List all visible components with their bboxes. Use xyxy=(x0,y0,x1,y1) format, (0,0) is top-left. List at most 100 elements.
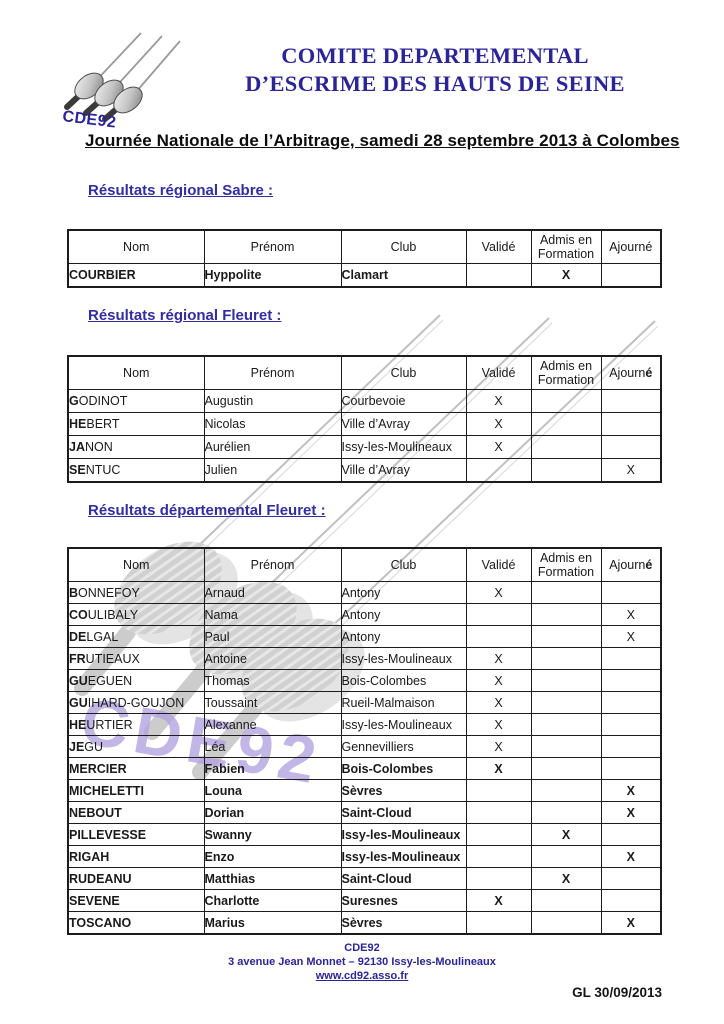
cell-club: Antony xyxy=(340,603,467,626)
cell-valide xyxy=(465,911,532,935)
table-row: MICHELETTI Louna Sèvres X xyxy=(67,779,662,802)
table-header-row: Nom Prénom Club Validé Admis en Formation Ajo… xyxy=(67,355,662,390)
column-header-nom: Nom xyxy=(67,229,205,264)
cell-prenom: Matthias xyxy=(203,867,342,890)
cell-admis xyxy=(530,691,602,714)
column-header-admis: Admis en Formation xyxy=(530,355,602,390)
cell-admis xyxy=(530,889,602,912)
cell-prenom: Augustin xyxy=(203,389,342,413)
cell-ajourne: X xyxy=(600,779,662,802)
cell-ajourne xyxy=(600,412,662,436)
cell-nom: JANON xyxy=(67,435,205,459)
cell-nom: GODINOT xyxy=(67,389,205,413)
cell-admis: X xyxy=(530,263,602,288)
table-header-row: Nom Prénom Club Validé Admis en Formation Ajo… xyxy=(67,229,662,264)
column-header-admis: Admis en Formation xyxy=(530,547,602,582)
cell-admis xyxy=(530,435,602,459)
cell-valide: X xyxy=(465,669,532,692)
cell-valide: X xyxy=(465,713,532,736)
cell-nom: PILLEVESSE xyxy=(67,823,205,846)
table-row: NEBOUT Dorian Saint-Cloud X xyxy=(67,801,662,824)
column-header-admis: Admis en Formation xyxy=(530,229,602,264)
cell-club: Issy-les-Moulineaux xyxy=(340,845,467,868)
cell-club: Gennevilliers xyxy=(340,735,467,758)
cell-prenom: Charlotte xyxy=(203,889,342,912)
cell-ajourne xyxy=(600,263,662,288)
page-title-line1: COMITE DEPARTEMENTAL xyxy=(281,43,589,68)
cell-nom: JEGU xyxy=(67,735,205,758)
cell-admis xyxy=(530,713,602,736)
column-header-prenom: Prénom xyxy=(203,547,342,582)
cell-valide xyxy=(465,867,532,890)
cell-admis xyxy=(530,603,602,626)
cell-club: Issy-les-Moulineaux xyxy=(340,713,467,736)
footer-website-link[interactable]: www.cd92.asso.fr xyxy=(315,970,409,982)
cell-valide xyxy=(465,801,532,824)
table-row: PILLEVESSE Swanny Issy-les-Moulineaux X xyxy=(67,823,662,846)
cell-nom: GUEGUEN xyxy=(67,669,205,692)
cell-nom: BONNEFOY xyxy=(67,581,205,604)
cell-nom: RIGAH xyxy=(67,845,205,868)
cell-ajourne: X xyxy=(600,845,662,868)
cell-prenom: Dorian xyxy=(203,801,342,824)
page-footer: CDE92 3 avenue Jean Monnet – 92130 Issy-… xyxy=(0,941,724,983)
cell-valide xyxy=(465,845,532,868)
cell-prenom: Julien xyxy=(203,458,342,483)
event-title: Journée Nationale de l’Arbitrage, samedi… xyxy=(85,131,680,150)
cell-club: Sèvres xyxy=(340,779,467,802)
cell-nom: DELGAL xyxy=(67,625,205,648)
table-row: GUIHARD-GOUJON Toussaint Rueil-Malmaison X xyxy=(67,691,662,714)
cell-prenom: Enzo xyxy=(203,845,342,868)
column-header-club: Club xyxy=(340,229,467,264)
cell-prenom: Swanny xyxy=(203,823,342,846)
table-row: JEGU Léa Gennevilliers X xyxy=(67,735,662,758)
cell-nom: COURBIER xyxy=(67,263,205,288)
cell-ajourne xyxy=(600,435,662,459)
table-header-row: Nom Prénom Club Validé Admis en Formation Ajo… xyxy=(67,547,662,582)
results-table-regional-fleuret: Nom Prénom Club Validé Admis en Formation Ajo… xyxy=(67,355,662,483)
logo-text: CDE92 xyxy=(62,108,118,128)
cell-valide: X xyxy=(465,889,532,912)
cell-valide: X xyxy=(465,389,532,413)
results-table-regional-sabre: Nom Prénom Club Validé Admis en Formation Ajo… xyxy=(67,229,662,288)
cell-ajourne: X xyxy=(600,911,662,935)
cell-club: Ville d’Avray xyxy=(340,412,467,436)
cell-admis xyxy=(530,458,602,483)
column-header-valide: Validé xyxy=(465,547,532,582)
cell-admis xyxy=(530,389,602,413)
cell-valide: X xyxy=(465,757,532,780)
cell-ajourne xyxy=(600,647,662,670)
section-heading-regional-fleuret: Résultats régional Fleuret : xyxy=(88,307,282,324)
cell-admis xyxy=(530,581,602,604)
cell-nom: GUIHARD-GOUJON xyxy=(67,691,205,714)
cell-club: Issy-les-Moulineaux xyxy=(340,435,467,459)
cell-ajourne xyxy=(600,889,662,912)
cell-valide xyxy=(465,603,532,626)
cell-club: Ville d’Avray xyxy=(340,458,467,483)
footer-org: CDE92 xyxy=(344,942,380,954)
page-title-line2: D’ESCRIME DES HAUTS DE SEINE xyxy=(245,71,625,96)
cell-club: Saint-Cloud xyxy=(340,801,467,824)
cell-prenom: Paul xyxy=(203,625,342,648)
cell-prenom: Louna xyxy=(203,779,342,802)
column-header-prenom: Prénom xyxy=(203,229,342,264)
cell-nom: HEBERT xyxy=(67,412,205,436)
page-title: COMITE DEPARTEMENTAL D’ESCRIME DES HAUTS… xyxy=(190,42,680,98)
cell-nom: TOSCANO xyxy=(67,911,205,935)
cell-prenom: Marius xyxy=(203,911,342,935)
cell-ajourne: X xyxy=(600,603,662,626)
table-row: HEURTIER Alexanne Issy-les-Moulineaux X xyxy=(67,713,662,736)
cell-ajourne xyxy=(600,735,662,758)
table-row: BONNEFOY Arnaud Antony X xyxy=(67,581,662,604)
cell-club: Rueil-Malmaison xyxy=(340,691,467,714)
table-row: RUDEANU Matthias Saint-Cloud X xyxy=(67,867,662,890)
table-row: GODINOT Augustin Courbevoie X xyxy=(67,389,662,413)
cell-valide xyxy=(465,263,532,288)
cell-admis xyxy=(530,735,602,758)
cell-prenom: Alexanne xyxy=(203,713,342,736)
cell-ajourne xyxy=(600,823,662,846)
cell-admis: X xyxy=(530,867,602,890)
table-row: FRUTIEAUX Antoine Issy-les-Moulineaux X xyxy=(67,647,662,670)
cell-prenom: Nama xyxy=(203,603,342,626)
